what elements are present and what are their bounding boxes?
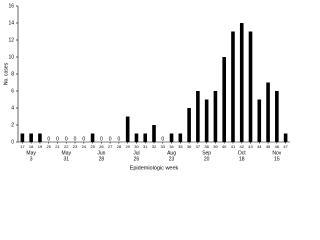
x-tick-label: 32 bbox=[152, 144, 157, 149]
x-tick-label: 26 bbox=[99, 144, 104, 149]
x-tick-label: 27 bbox=[108, 144, 113, 149]
x-tick-label: 28 bbox=[117, 144, 122, 149]
date-day: 3 bbox=[30, 156, 33, 162]
date-month: Aug bbox=[167, 150, 176, 156]
x-axis-label: Epidemiologic week bbox=[130, 165, 179, 171]
chart: No. cases Epidemiologic week 02468101214… bbox=[3, 3, 290, 171]
y-tick-label: 6 bbox=[11, 88, 14, 94]
y-tick-label: 16 bbox=[8, 3, 14, 9]
date-day: 28 bbox=[99, 156, 105, 162]
date-month: Sep bbox=[202, 150, 211, 156]
value-label: 0 bbox=[47, 136, 50, 142]
x-tick-label: 39 bbox=[213, 144, 218, 149]
x-tick-label: 35 bbox=[178, 144, 183, 149]
value-label: 0 bbox=[56, 136, 59, 142]
y-tick-label: 8 bbox=[11, 71, 14, 77]
x-tick-label: 30 bbox=[134, 144, 139, 149]
bar bbox=[266, 82, 270, 142]
value-label: 0 bbox=[82, 136, 85, 142]
bar bbox=[38, 133, 42, 142]
date-day: 18 bbox=[239, 156, 245, 162]
bar bbox=[152, 125, 156, 142]
x-tick-label: 44 bbox=[257, 144, 262, 149]
date-day: 26 bbox=[134, 156, 140, 162]
x-tick-label: 25 bbox=[90, 144, 95, 149]
date-month: Jun bbox=[97, 150, 105, 156]
x-tick-label: 40 bbox=[222, 144, 227, 149]
x-tick-label: 45 bbox=[266, 144, 271, 149]
x-tick-label: 46 bbox=[275, 144, 280, 149]
date-day: 23 bbox=[169, 156, 175, 162]
value-label: 0 bbox=[74, 136, 77, 142]
bar bbox=[248, 31, 253, 142]
bar bbox=[143, 133, 148, 142]
bar bbox=[239, 23, 244, 142]
bar bbox=[90, 133, 95, 142]
x-tick-label: 22 bbox=[64, 144, 69, 149]
date-day: 31 bbox=[63, 156, 69, 162]
date-month: Oct bbox=[238, 150, 246, 156]
x-tick-label: 23 bbox=[73, 144, 78, 149]
x-tick-label: 47 bbox=[283, 144, 288, 149]
y-tick-label: 12 bbox=[8, 37, 14, 43]
bar bbox=[178, 133, 183, 142]
x-tick-label: 37 bbox=[196, 144, 201, 149]
x-tick-label: 38 bbox=[204, 144, 209, 149]
x-tick-label: 29 bbox=[125, 144, 130, 149]
bar bbox=[187, 108, 191, 142]
value-label: 0 bbox=[118, 136, 121, 142]
x-tick-label: 43 bbox=[248, 144, 253, 149]
y-tick-label: 0 bbox=[11, 139, 14, 145]
x-tick-label: 42 bbox=[240, 144, 245, 149]
x-tick-label: 31 bbox=[143, 144, 148, 149]
x-tick-label: 41 bbox=[231, 144, 236, 149]
x-tick-label: 20 bbox=[46, 144, 51, 149]
date-month: Jul bbox=[133, 150, 139, 156]
date-day: 20 bbox=[204, 156, 210, 162]
bar bbox=[204, 99, 209, 142]
date-month: Nov bbox=[272, 150, 281, 156]
bar bbox=[222, 57, 226, 142]
x-tick-label: 34 bbox=[169, 144, 174, 149]
x-tick-label: 33 bbox=[161, 144, 166, 149]
bar bbox=[125, 116, 130, 142]
bar bbox=[134, 133, 139, 142]
value-label: 0 bbox=[109, 136, 112, 142]
bar bbox=[169, 133, 174, 142]
x-tick-label: 24 bbox=[82, 144, 87, 149]
x-tick-label: 18 bbox=[29, 144, 34, 149]
bar bbox=[29, 133, 33, 142]
date-month: May bbox=[26, 150, 36, 156]
value-label: 0 bbox=[100, 136, 103, 142]
x-tick-label: 19 bbox=[38, 144, 43, 149]
bar bbox=[231, 31, 235, 142]
bar bbox=[283, 133, 288, 142]
bar bbox=[213, 91, 218, 142]
bar bbox=[20, 133, 25, 142]
value-label: 0 bbox=[161, 136, 164, 142]
y-tick-label: 14 bbox=[8, 20, 14, 26]
y-tick-label: 10 bbox=[8, 54, 14, 60]
y-axis-label: No. cases bbox=[3, 62, 9, 85]
bar bbox=[257, 99, 262, 142]
y-tick-label: 2 bbox=[11, 122, 14, 128]
value-label: 0 bbox=[65, 136, 68, 142]
x-tick-label: 36 bbox=[187, 144, 192, 149]
x-tick-label: 17 bbox=[20, 144, 25, 149]
date-month: May bbox=[62, 150, 72, 156]
y-tick-label: 4 bbox=[11, 105, 14, 111]
date-day: 15 bbox=[274, 156, 280, 162]
bar bbox=[275, 91, 279, 142]
x-tick-label: 21 bbox=[55, 144, 60, 149]
bar bbox=[196, 91, 200, 142]
